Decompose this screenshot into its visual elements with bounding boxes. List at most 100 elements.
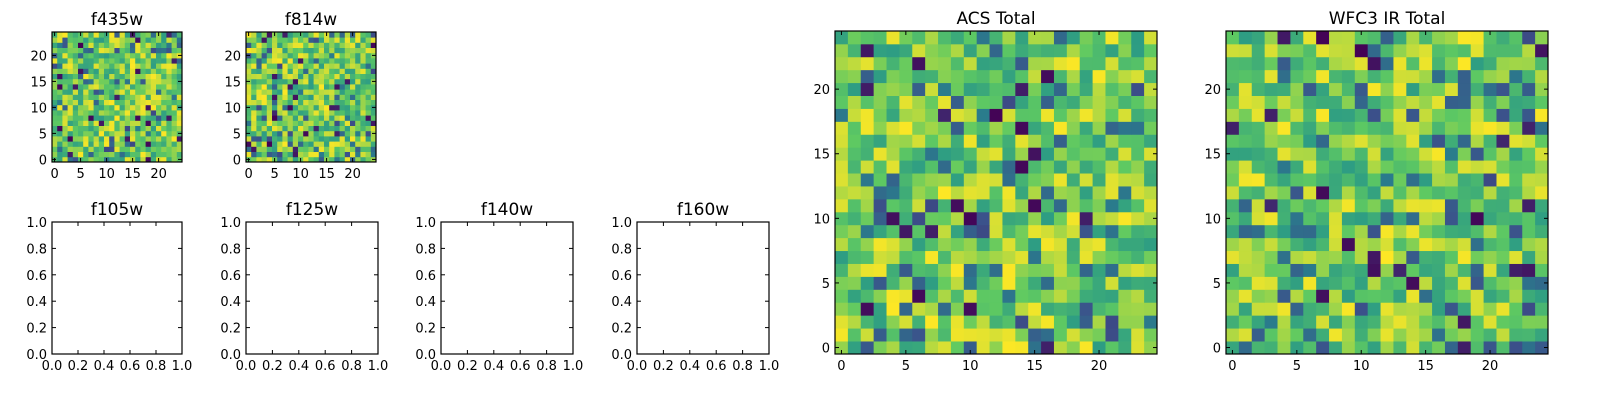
heatmap-cell	[150, 99, 157, 106]
heatmap-cell	[1419, 302, 1433, 316]
heatmap-cell	[860, 237, 875, 252]
heatmap-cell	[1028, 134, 1042, 148]
heatmap-cell	[292, 136, 299, 142]
y-tick-label: 0.0	[220, 348, 241, 363]
heatmap-cell	[925, 237, 939, 252]
heatmap-cell	[1131, 108, 1145, 122]
heatmap-cell	[1444, 108, 1459, 122]
heatmap-cell	[140, 141, 146, 147]
heatmap-cell	[360, 84, 366, 90]
heatmap-cell	[1303, 186, 1317, 200]
heatmap-cell	[104, 130, 110, 137]
heatmap-cell	[1105, 173, 1119, 187]
heatmap-cell	[83, 136, 89, 142]
heatmap-cell	[360, 89, 366, 95]
x-tick-label: 0.6	[510, 359, 531, 374]
heatmap-cell	[1105, 315, 1119, 329]
heatmap-cell	[1277, 108, 1291, 122]
heatmap-cell	[1028, 31, 1042, 45]
heatmap-cell	[1290, 134, 1304, 148]
heatmap-cell	[1144, 173, 1158, 187]
heatmap-cell	[899, 69, 913, 84]
heatmap-cell	[360, 42, 366, 48]
heatmap-cell	[266, 125, 273, 132]
heatmap-cell	[114, 99, 120, 106]
heatmap-cell	[950, 198, 965, 213]
heatmap-cell	[161, 89, 167, 95]
heatmap-cell	[150, 120, 157, 126]
heatmap-cell	[72, 104, 79, 111]
heatmap-cell	[1496, 211, 1510, 226]
heatmap-cell	[287, 52, 294, 59]
heatmap-cell	[355, 136, 361, 142]
heatmap-cell	[1419, 108, 1433, 122]
heatmap-cell	[1354, 211, 1369, 226]
heatmap-cell	[1496, 69, 1510, 84]
heatmap-cell	[1535, 328, 1549, 342]
heatmap-cell	[1041, 186, 1055, 200]
heatmap-cell	[72, 68, 79, 74]
heatmap-cell	[963, 186, 978, 200]
heatmap-cell	[171, 156, 178, 163]
heatmap-cell	[1277, 263, 1291, 277]
heatmap-cell	[1444, 263, 1459, 277]
heatmap-cell	[360, 141, 366, 147]
heatmap-cell	[62, 68, 68, 74]
heatmap-cell	[1406, 173, 1420, 187]
heatmap-cell	[355, 52, 361, 59]
heatmap-cell	[1457, 224, 1472, 239]
heatmap-cell	[1028, 95, 1042, 109]
heatmap-cell	[1470, 224, 1484, 239]
heatmap-cell	[292, 125, 299, 132]
heatmap-cell	[860, 160, 875, 174]
heatmap-cell	[67, 84, 74, 90]
heatmap-cell	[1277, 211, 1291, 226]
y-tick-label: 15	[1204, 148, 1221, 163]
heatmap-cell	[329, 89, 335, 95]
heatmap-cell	[1406, 108, 1420, 122]
heatmap-cell	[150, 58, 157, 64]
heatmap-cell	[277, 42, 283, 48]
heatmap-cell	[1380, 108, 1394, 122]
heatmap-cell	[303, 63, 309, 69]
heatmap-cell	[847, 134, 862, 148]
heatmap-cell	[251, 99, 257, 106]
heatmap-cell	[119, 42, 126, 48]
heatmap-cell	[1264, 186, 1278, 200]
heatmap-cell	[344, 42, 351, 48]
heatmap-cell	[1535, 341, 1549, 355]
heatmap-cell	[282, 146, 288, 152]
heatmap-cell	[1251, 82, 1266, 96]
heatmap-cell	[1144, 121, 1158, 135]
heatmap-cell	[1316, 56, 1330, 71]
heatmap-cell	[1015, 302, 1029, 316]
heatmap-cell	[114, 68, 120, 74]
heatmap-cell	[130, 78, 136, 85]
heatmap-cell	[261, 110, 268, 116]
y-tick-label: 10	[224, 101, 241, 116]
heatmap-cell	[1015, 160, 1029, 174]
heatmap-cell	[1483, 69, 1497, 84]
heatmap-cell	[1131, 95, 1145, 109]
heatmap-cell	[1367, 289, 1381, 303]
heatmap-cell	[72, 120, 79, 126]
heatmap-cell	[171, 42, 178, 48]
heatmap-cell	[124, 78, 131, 85]
heatmap-cell	[1341, 147, 1356, 161]
heatmap-cell	[355, 99, 361, 106]
heatmap-cell	[938, 31, 952, 45]
heatmap-cell	[135, 52, 141, 59]
heatmap-cell	[1419, 224, 1433, 239]
heatmap-cell	[88, 84, 94, 90]
heatmap-cell	[282, 68, 288, 74]
heatmap-cell	[52, 68, 58, 74]
heatmap-cell	[277, 32, 283, 38]
heatmap-cell	[847, 186, 862, 200]
heatmap-cell	[1251, 198, 1266, 213]
heatmap-cell	[93, 110, 100, 116]
heatmap-cell	[67, 47, 74, 54]
heatmap-cell	[1444, 302, 1459, 316]
heatmap-cell	[176, 120, 183, 126]
heatmap-cell	[1432, 31, 1446, 45]
heatmap-cell	[124, 58, 131, 64]
